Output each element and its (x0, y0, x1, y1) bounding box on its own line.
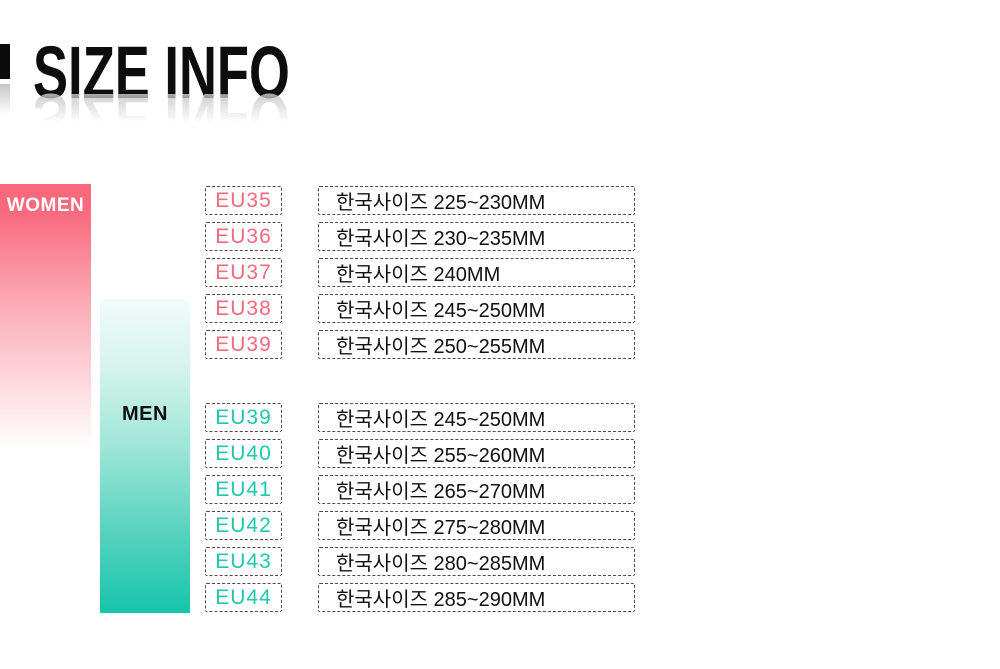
eu-size-label: EU43 (215, 549, 272, 573)
size-row: EU41 한국사이즈 265~270MM (205, 475, 635, 504)
kr-size-label: 한국사이즈 245~250MM (336, 409, 546, 431)
kr-size-box: 한국사이즈 225~230MM (318, 186, 635, 215)
kr-size-label: 한국사이즈 225~230MM (336, 192, 546, 214)
women-section-label: WOMEN (6, 195, 85, 216)
eu-size-box: EU39 (205, 403, 282, 432)
size-row: EU38 한국사이즈 245~250MM (205, 294, 635, 323)
page-title: SIZE INFO (33, 31, 290, 114)
eu-size-box: EU42 (205, 511, 282, 540)
eu-size-label: EU42 (215, 513, 272, 537)
men-section-label: MEN (122, 403, 168, 425)
kr-size-label: 한국사이즈 245~250MM (336, 300, 546, 322)
kr-size-box: 한국사이즈 245~250MM (318, 403, 635, 432)
size-row: EU42 한국사이즈 275~280MM (205, 511, 635, 540)
title-bullet-icon (0, 44, 10, 79)
kr-size-box: 한국사이즈 250~255MM (318, 330, 635, 359)
size-row: EU44 한국사이즈 285~290MM (205, 583, 635, 612)
kr-size-box: 한국사이즈 255~260MM (318, 439, 635, 468)
women-gradient-bar: WOMEN (0, 184, 91, 455)
kr-size-label: 한국사이즈 250~255MM (336, 336, 546, 358)
kr-size-box: 한국사이즈 240MM (318, 258, 635, 287)
size-row: EU37 한국사이즈 240MM (205, 258, 635, 287)
eu-size-label: EU35 (215, 188, 272, 212)
eu-size-box: EU37 (205, 258, 282, 287)
kr-size-box: 한국사이즈 265~270MM (318, 475, 635, 504)
kr-size-label: 한국사이즈 275~280MM (336, 517, 546, 539)
eu-size-box: EU39 (205, 330, 282, 359)
kr-size-label: 한국사이즈 285~290MM (336, 589, 546, 611)
size-row: EU36 한국사이즈 230~235MM (205, 222, 635, 251)
eu-size-box: EU38 (205, 294, 282, 323)
kr-size-box: 한국사이즈 285~290MM (318, 583, 635, 612)
kr-size-label: 한국사이즈 280~285MM (336, 553, 546, 575)
eu-size-box: EU44 (205, 583, 282, 612)
size-row: EU40 한국사이즈 255~260MM (205, 439, 635, 468)
eu-size-box: EU40 (205, 439, 282, 468)
eu-size-label: EU39 (215, 332, 272, 356)
eu-size-label: EU41 (215, 477, 272, 501)
kr-size-label: 한국사이즈 240MM (336, 264, 501, 286)
kr-size-box: 한국사이즈 230~235MM (318, 222, 635, 251)
size-row: EU39 한국사이즈 250~255MM (205, 330, 635, 359)
kr-size-label: 한국사이즈 230~235MM (336, 228, 546, 250)
eu-size-box: EU35 (205, 186, 282, 215)
eu-size-label: EU38 (215, 296, 272, 320)
eu-size-label: EU36 (215, 224, 272, 248)
men-size-table: EU39 한국사이즈 245~250MM EU40 한국사이즈 255~260M… (205, 403, 635, 619)
title-bullet-reflection (0, 84, 10, 118)
size-row: EU43 한국사이즈 280~285MM (205, 547, 635, 576)
eu-size-label: EU40 (215, 441, 272, 465)
kr-size-label: 한국사이즈 265~270MM (336, 481, 546, 503)
kr-size-box: 한국사이즈 275~280MM (318, 511, 635, 540)
eu-size-box: EU41 (205, 475, 282, 504)
eu-size-label: EU37 (215, 260, 272, 284)
size-row: EU39 한국사이즈 245~250MM (205, 403, 635, 432)
size-row: EU35 한국사이즈 225~230MM (205, 186, 635, 215)
kr-size-box: 한국사이즈 280~285MM (318, 547, 635, 576)
kr-size-label: 한국사이즈 255~260MM (336, 445, 546, 467)
kr-size-box: 한국사이즈 245~250MM (318, 294, 635, 323)
eu-size-box: EU43 (205, 547, 282, 576)
men-gradient-bar: MEN (100, 299, 190, 613)
page-title-reflection: SIZE INFO (33, 78, 290, 161)
women-size-table: EU35 한국사이즈 225~230MM EU36 한국사이즈 230~235M… (205, 186, 635, 366)
eu-size-label: EU39 (215, 405, 272, 429)
eu-size-label: EU44 (215, 585, 272, 609)
eu-size-box: EU36 (205, 222, 282, 251)
